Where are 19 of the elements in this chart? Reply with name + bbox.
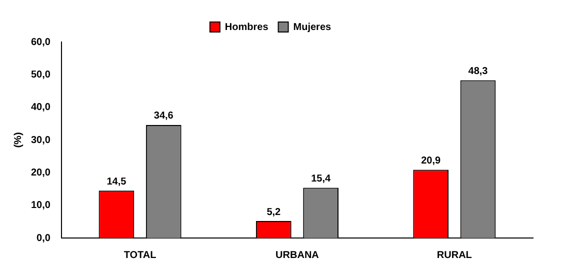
- legend-label: Hombres: [224, 22, 269, 33]
- y-tick-label: 60,0: [30, 36, 51, 48]
- data-label: 20,9: [421, 155, 441, 166]
- x-tick-label: RURAL: [436, 250, 472, 261]
- y-tick-label: 0,0: [36, 232, 51, 244]
- x-tick-label: URBANA: [276, 250, 319, 261]
- legend-label: Mujeres: [293, 22, 332, 33]
- data-label: 48,3: [468, 66, 488, 77]
- y-tick-label: 40,0: [30, 102, 51, 114]
- data-label: 34,6: [154, 110, 174, 122]
- x-tick-label: TOTAL: [124, 250, 156, 261]
- data-label: 14,5: [106, 176, 127, 188]
- y-tick-label: 10,0: [30, 200, 51, 212]
- y-tick-label: 50,0: [30, 69, 51, 80]
- y-tick-label: 20,0: [30, 167, 51, 178]
- data-label: 15,4: [311, 173, 331, 184]
- y-tick-label: 30,0: [30, 134, 51, 146]
- data-label: 5,2: [266, 206, 282, 218]
- y-axis-title: (%): [12, 132, 24, 148]
